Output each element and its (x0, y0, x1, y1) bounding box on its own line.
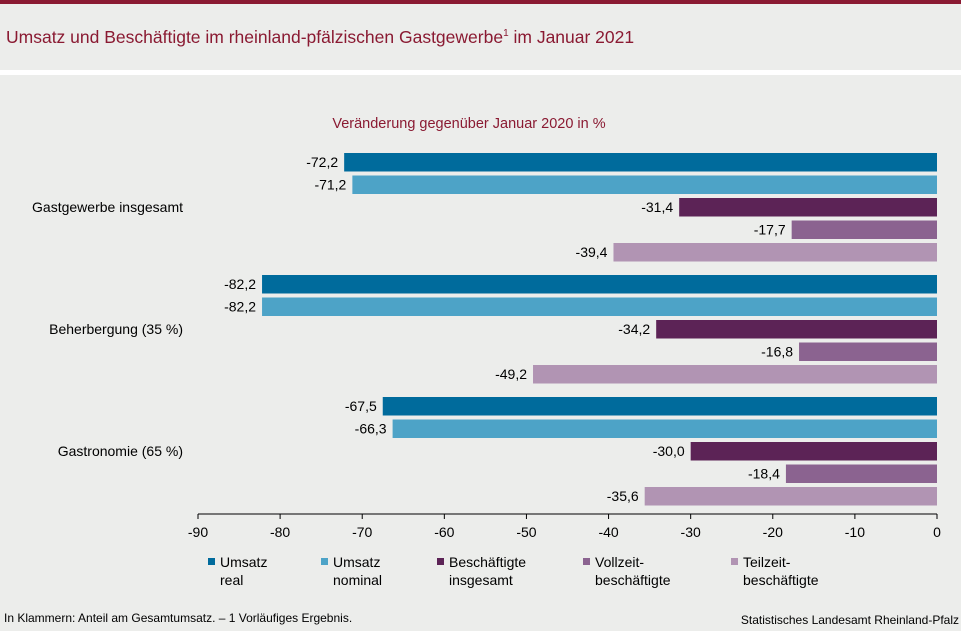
x-tick-label: -60 (434, 524, 454, 540)
title-separator (0, 70, 961, 75)
x-tick-label: -70 (352, 524, 372, 540)
data-label: -30,0 (653, 443, 685, 459)
legend-swatch (583, 558, 590, 565)
bar (262, 275, 938, 294)
x-tick-label: -80 (270, 524, 290, 540)
data-label: -49,2 (495, 366, 527, 382)
bar (613, 243, 937, 262)
legend-label: beschäftigte (595, 572, 671, 588)
x-tick-label: -20 (763, 524, 783, 540)
x-tick-label: 0 (933, 524, 941, 540)
x-tick-label: -30 (681, 524, 701, 540)
x-tick-label: -50 (516, 524, 536, 540)
data-label: -82,2 (224, 276, 256, 292)
legend-swatch (731, 558, 738, 565)
legend-label: Beschäftigte (449, 554, 526, 570)
data-label: -35,6 (607, 488, 639, 504)
category-label: Gastgewerbe insgesamt (32, 199, 183, 215)
bar (690, 442, 937, 461)
x-tick-label: -10 (845, 524, 865, 540)
data-label: -71,2 (314, 177, 346, 193)
bar (799, 342, 937, 361)
bar (262, 297, 938, 316)
source-note: Statistisches Landesamt Rheinland-Pfalz (740, 613, 959, 627)
title-text: Umsatz und Beschäftigte im rheinland-pfä… (6, 27, 504, 47)
legend-label: insgesamt (449, 572, 513, 588)
top-rule (0, 0, 961, 4)
legend-label: Umsatz (220, 554, 267, 570)
data-label: -72,2 (306, 154, 338, 170)
footnote: In Klammern: Anteil am Gesamtumsatz. – 1… (4, 611, 353, 625)
bar (392, 419, 937, 438)
data-label: -17,7 (754, 222, 786, 238)
data-label: -82,2 (224, 299, 256, 315)
bar (785, 464, 937, 483)
title-suffix: im Januar 2021 (508, 27, 635, 47)
data-label: -67,5 (345, 398, 377, 414)
x-tick-label: -40 (598, 524, 618, 540)
legend-swatch (437, 558, 444, 565)
page-title: Umsatz und Beschäftigte im rheinland-pfä… (6, 27, 634, 48)
bar (533, 365, 937, 384)
data-label: -34,2 (618, 321, 650, 337)
bar (382, 397, 937, 416)
data-label: -16,8 (761, 344, 793, 360)
data-label: -18,4 (748, 466, 780, 482)
bar (656, 320, 937, 339)
x-tick-label: -90 (188, 524, 208, 540)
bar (791, 220, 937, 239)
legend-label: nominal (333, 572, 382, 588)
bar (344, 153, 937, 172)
data-label: -66,3 (355, 421, 387, 437)
legend-label: Teilzeit- (743, 554, 791, 570)
data-label: -39,4 (576, 244, 608, 260)
title-footnote-marker: 1 (503, 28, 509, 39)
legend-swatch (208, 558, 215, 565)
bar (679, 198, 937, 217)
category-label: Gastronomie (65 %) (58, 443, 183, 459)
chart-subtitle: Veränderung gegenüber Januar 2020 in % (332, 116, 605, 132)
bar (352, 175, 937, 194)
legend-label: real (220, 572, 243, 588)
legend-label: beschäftigte (743, 572, 819, 588)
legend-swatch (321, 558, 328, 565)
category-label: Beherbergung (35 %) (49, 321, 183, 337)
bar (644, 487, 937, 506)
legend-label: Umsatz (333, 554, 380, 570)
data-label: -31,4 (641, 199, 673, 215)
legend-label: Vollzeit- (595, 554, 644, 570)
